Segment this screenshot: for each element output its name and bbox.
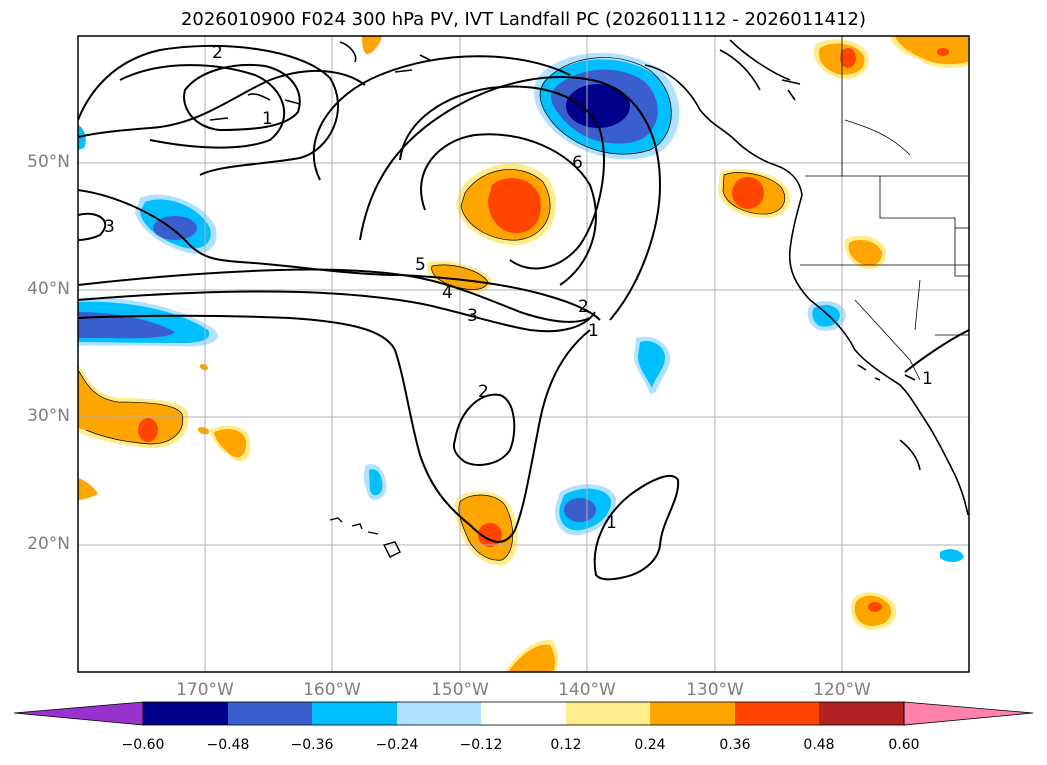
colorbar-tick-label: 0.12 [550,737,582,753]
shading-outlines [78,57,785,561]
contour-label: 2 [578,297,589,317]
lat-label-20n: 20°N [27,534,70,554]
contour-label: 2 [478,382,489,402]
contour-label: 2 [212,43,223,63]
colorbar-extend-low [13,701,144,726]
contour-label: 5 [415,255,426,275]
lon-label-140w: 140°W [558,680,616,700]
colorbar-bin [143,702,228,725]
lon-label-150w: 150°W [431,680,489,700]
map-area [78,36,969,672]
graticule [78,36,969,672]
colorbar-tick-label: 0.36 [719,737,751,753]
hawaii-islands [329,517,401,558]
negative-anomaly-shading [78,52,964,563]
lon-label-120w: 120°W [813,680,871,700]
contour-label: 1 [922,369,933,389]
colorbar-extend-high [903,701,1034,726]
map-frame [77,35,970,673]
colorbar-tick-label: 0.48 [803,737,835,753]
colorbar-bin [312,702,397,725]
contour-label: 3 [467,306,478,326]
colorbar-tick-label: 0.24 [634,737,666,753]
contour-label: 6 [572,153,583,173]
lon-label-170w: 170°W [176,680,234,700]
colorbar-bin [819,702,904,725]
contour-label: 3 [104,217,115,237]
contour-label: 1 [588,321,599,341]
contour-label: 4 [442,283,453,303]
colorbar-bin [481,702,566,725]
map-title: 2026010900 F024 300 hPa PV, IVT Landfall… [180,9,867,30]
lat-label-40n: 40°N [27,279,70,299]
contour-label: 1 [606,513,617,533]
colorbar-bin [650,702,735,725]
positive-anomaly-shading [78,36,968,672]
colorbar-outline [142,701,905,726]
lon-label-160w: 160°W [303,680,361,700]
colorbar-bin [397,702,481,725]
coastlines [209,39,969,516]
colorbar-tick-label: −0.60 [121,737,165,753]
pv-contour-labels: 2 1 6 5 4 3 2 1 2 1 3 1 [104,43,933,533]
colorbar-tick-label: −0.36 [290,737,334,753]
colorbar-bin [228,702,312,725]
pv-contours [78,44,969,581]
lat-label-30n: 30°N [27,406,70,426]
contour-label: 1 [262,109,273,129]
lon-label-130w: 130°W [686,680,744,700]
colorbar-bin [735,702,819,725]
colorbar-tick-label: −0.48 [206,737,250,753]
colorbar [13,701,1034,726]
colorbar-tick-label: −0.24 [375,737,419,753]
colorbar-tick-label: −0.12 [459,737,503,753]
colorbar-tick-label: 0.60 [888,737,920,753]
political-boundaries [800,36,969,381]
lat-label-50n: 50°N [27,152,70,172]
colorbar-bin [566,702,650,725]
